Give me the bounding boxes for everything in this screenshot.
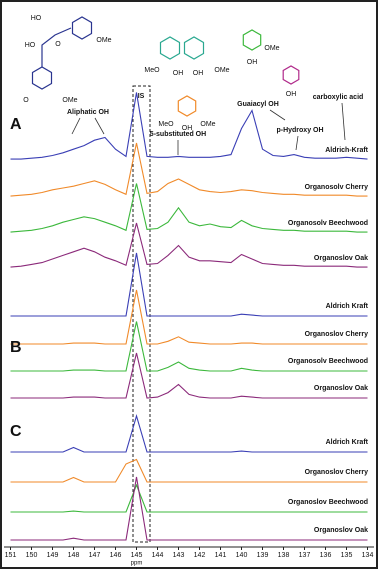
x-tick-label: 147 xyxy=(89,552,101,559)
panel-label: B xyxy=(10,339,22,356)
arrow xyxy=(341,102,346,141)
structure-label: OMe xyxy=(264,45,279,52)
ring xyxy=(159,36,181,60)
annotation: Guaiacyl OH xyxy=(237,101,279,108)
ring xyxy=(282,65,300,85)
spectrum xyxy=(10,458,368,483)
structure-label: OH xyxy=(182,125,193,132)
spectrum xyxy=(10,183,368,233)
panel-label: A xyxy=(10,116,22,133)
series-label: Organosolv Beechwood xyxy=(288,220,368,227)
structure-label: MeO xyxy=(158,121,174,128)
series-label: Organoslov Cherry xyxy=(305,469,369,476)
series-label: Organosolv Beechwood xyxy=(288,358,368,365)
x-tick-label: 142 xyxy=(194,552,206,559)
series-label: Organoslov Oak xyxy=(314,385,368,392)
spectrum xyxy=(10,414,368,453)
x-tick-label: 138 xyxy=(278,552,290,559)
structure-label: O xyxy=(55,41,61,48)
x-tick-label: 145 xyxy=(131,552,143,559)
series-label: Aldrich Kraft xyxy=(326,439,369,446)
x-tick-label: 135 xyxy=(341,552,353,559)
x-tick-label: 149 xyxy=(47,552,59,559)
spectrum xyxy=(10,252,368,317)
panel-label: C xyxy=(10,423,22,440)
is-box xyxy=(132,85,151,543)
structure-label: O xyxy=(23,97,29,104)
arrow xyxy=(94,117,105,135)
series-label: Organoslov Oak xyxy=(314,527,368,534)
ring xyxy=(177,95,197,117)
annotation: p-Hydroxy OH xyxy=(276,127,323,134)
ring xyxy=(183,36,205,60)
annotation: Aliphatic OH xyxy=(67,109,109,116)
series-label: Organoslov Cherry xyxy=(305,331,369,338)
structure-label: OMe xyxy=(200,121,215,128)
x-axis-label: ppm xyxy=(131,561,143,567)
x-tick-label: 136 xyxy=(320,552,332,559)
x-tick-label: 140 xyxy=(236,552,248,559)
structure-label: OH xyxy=(173,70,184,77)
structure-label: HO xyxy=(31,15,42,22)
series-label: Organoslov Oak xyxy=(314,255,368,262)
structure-label: OMe xyxy=(96,37,111,44)
structure-label: HO xyxy=(25,42,36,49)
arrow xyxy=(269,109,286,121)
annotation: 5-substituted OH xyxy=(150,131,206,138)
spectrum xyxy=(10,476,368,541)
x-tick-label: 139 xyxy=(257,552,269,559)
structure-label: OMe xyxy=(214,67,229,74)
spectrum xyxy=(10,142,368,197)
x-tick-label: 134 xyxy=(362,552,374,559)
x-tick-label: 148 xyxy=(68,552,80,559)
x-tick-label: 151 xyxy=(5,552,17,559)
ring xyxy=(242,29,262,51)
arrow xyxy=(295,135,299,151)
x-tick-label: 144 xyxy=(152,552,164,559)
spectrum xyxy=(10,352,368,399)
spectrum xyxy=(10,321,368,372)
x-tick-label: 141 xyxy=(215,552,227,559)
structure-label: OH xyxy=(193,70,204,77)
spectrum xyxy=(10,483,368,513)
x-tick-label: 150 xyxy=(26,552,38,559)
annotation: IS xyxy=(138,93,145,100)
structure-label: MeO xyxy=(144,67,160,74)
x-tick-label: 137 xyxy=(299,552,311,559)
spectrum xyxy=(10,222,368,268)
series-label: Aldrich-Kraft xyxy=(325,147,368,154)
ring xyxy=(31,66,53,90)
series-label: Organoslov Beechwood xyxy=(288,499,368,506)
series-label: Aldrich Kraft xyxy=(326,303,369,310)
x-tick-label: 146 xyxy=(110,552,122,559)
structure-label: OMe xyxy=(62,97,77,104)
x-tick-label: 143 xyxy=(173,552,185,559)
ring xyxy=(71,16,93,40)
spectrum xyxy=(10,289,368,345)
arrow xyxy=(71,117,81,135)
spectrum xyxy=(10,92,368,160)
structure-label: OH xyxy=(247,59,258,66)
bond xyxy=(41,27,72,67)
series-label: Organosolv Cherry xyxy=(305,184,369,191)
annotation: carboxylic acid xyxy=(313,94,364,101)
structure-label: OH xyxy=(286,91,297,98)
